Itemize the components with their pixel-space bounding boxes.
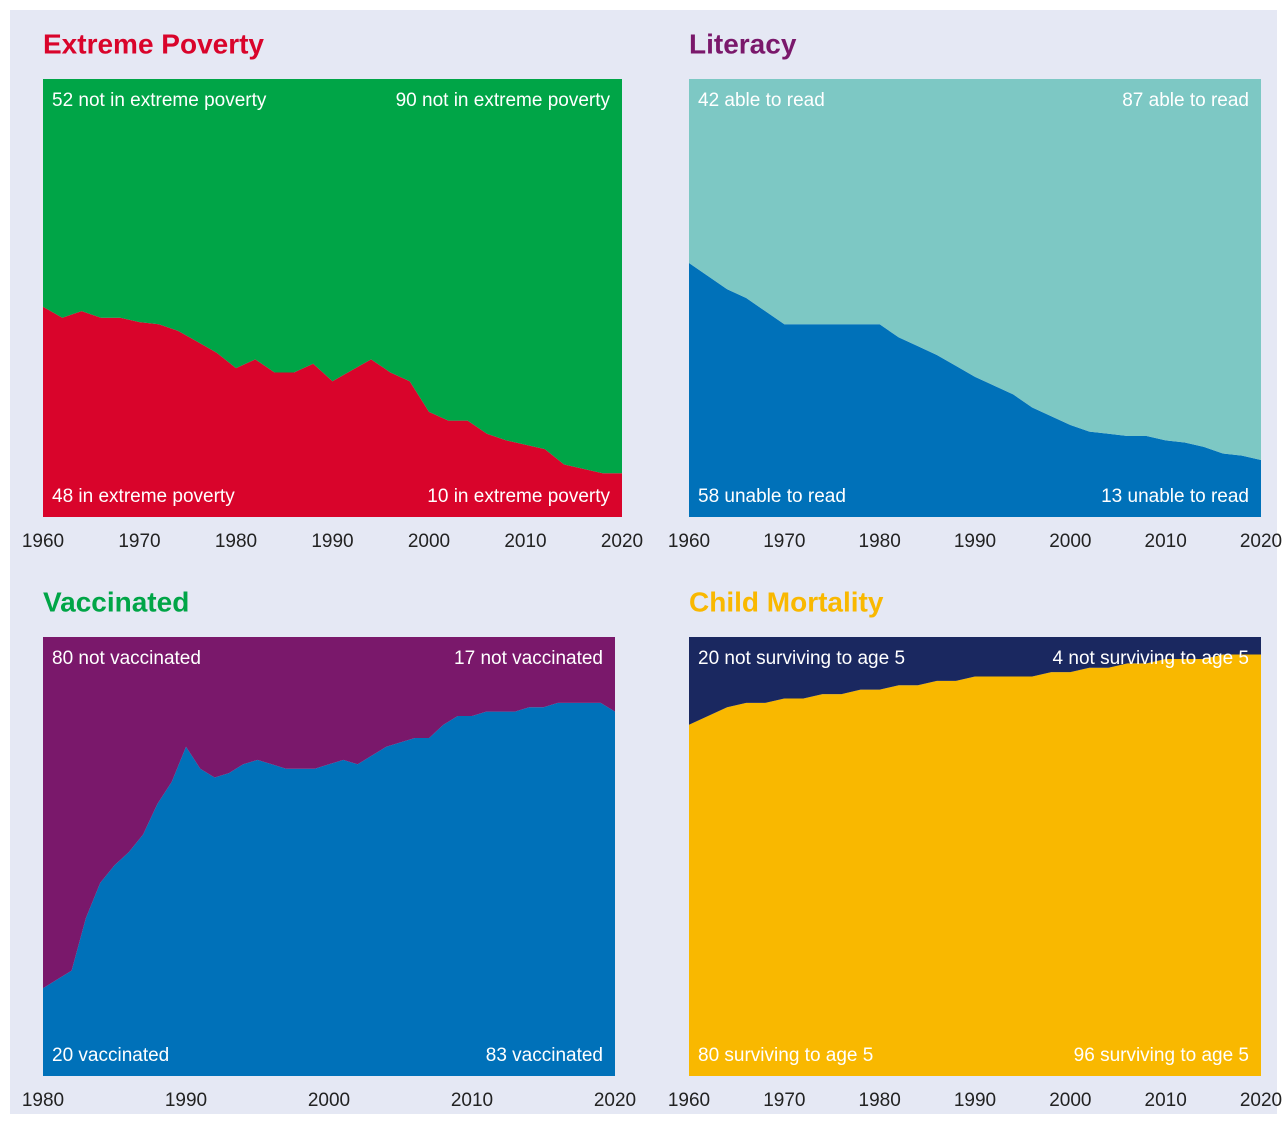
x-tick-label: 1980: [22, 1090, 64, 1111]
chart-title: Vaccinated: [43, 586, 189, 617]
area: [689, 79, 1261, 461]
annotation: 80 surviving to age 5: [698, 1045, 873, 1066]
x-tick-label: 2000: [308, 1090, 350, 1111]
chart-title: Child Mortality: [689, 586, 884, 617]
annotation: 42 able to read: [698, 90, 825, 111]
x-tick-label: 1960: [668, 531, 710, 552]
x-tick-label: 2020: [594, 1090, 636, 1111]
x-tick-label: 2020: [601, 531, 643, 552]
area: [43, 306, 622, 517]
chart-title: Literacy: [689, 28, 797, 59]
area: [43, 637, 615, 989]
x-tick-label: 1960: [22, 531, 64, 552]
annotation: 20 not surviving to age 5: [698, 648, 905, 669]
x-tick-label: 2000: [408, 531, 450, 552]
annotation: 58 unable to read: [698, 486, 846, 507]
x-tick-label: 1980: [859, 531, 901, 552]
x-tick-label: 1970: [763, 531, 805, 552]
x-tick-label: 1990: [954, 1090, 996, 1111]
annotation: 20 vaccinated: [52, 1045, 169, 1066]
x-tick-label: 1970: [763, 1090, 805, 1111]
x-tick-label: 2010: [504, 531, 546, 552]
x-tick-label: 1980: [859, 1090, 901, 1111]
area: [43, 79, 622, 474]
annotation: 10 in extreme poverty: [427, 486, 610, 507]
chart-title: Extreme Poverty: [43, 28, 264, 59]
x-tick-label: 2000: [1049, 1090, 1091, 1111]
x-tick-label: 2020: [1240, 1090, 1282, 1111]
area: [689, 262, 1261, 517]
annotation: 90 not in extreme poverty: [396, 90, 611, 111]
x-tick-label: 2020: [1240, 531, 1282, 552]
x-tick-label: 1990: [311, 531, 353, 552]
annotation: 17 not vaccinated: [454, 648, 603, 669]
annotation: 96 surviving to age 5: [1074, 1045, 1249, 1066]
x-tick-label: 1990: [165, 1090, 207, 1111]
annotation: 87 able to read: [1122, 90, 1249, 111]
x-tick-label: 1960: [668, 1090, 710, 1111]
annotation: 4 not surviving to age 5: [1053, 648, 1249, 669]
area: [689, 637, 1261, 725]
annotation: 52 not in extreme poverty: [52, 90, 267, 111]
x-tick-label: 2010: [451, 1090, 493, 1111]
annotation: 83 vaccinated: [486, 1045, 603, 1066]
x-tick-label: 2010: [1145, 531, 1187, 552]
x-tick-label: 2000: [1049, 531, 1091, 552]
area: [43, 702, 615, 1076]
area: [689, 654, 1261, 1076]
annotation: 80 not vaccinated: [52, 648, 201, 669]
x-tick-label: 1980: [215, 531, 257, 552]
x-tick-label: 2010: [1145, 1090, 1187, 1111]
x-tick-label: 1990: [954, 531, 996, 552]
annotation: 48 in extreme poverty: [52, 486, 235, 507]
x-tick-label: 1970: [118, 531, 160, 552]
annotation: 13 unable to read: [1101, 486, 1249, 507]
